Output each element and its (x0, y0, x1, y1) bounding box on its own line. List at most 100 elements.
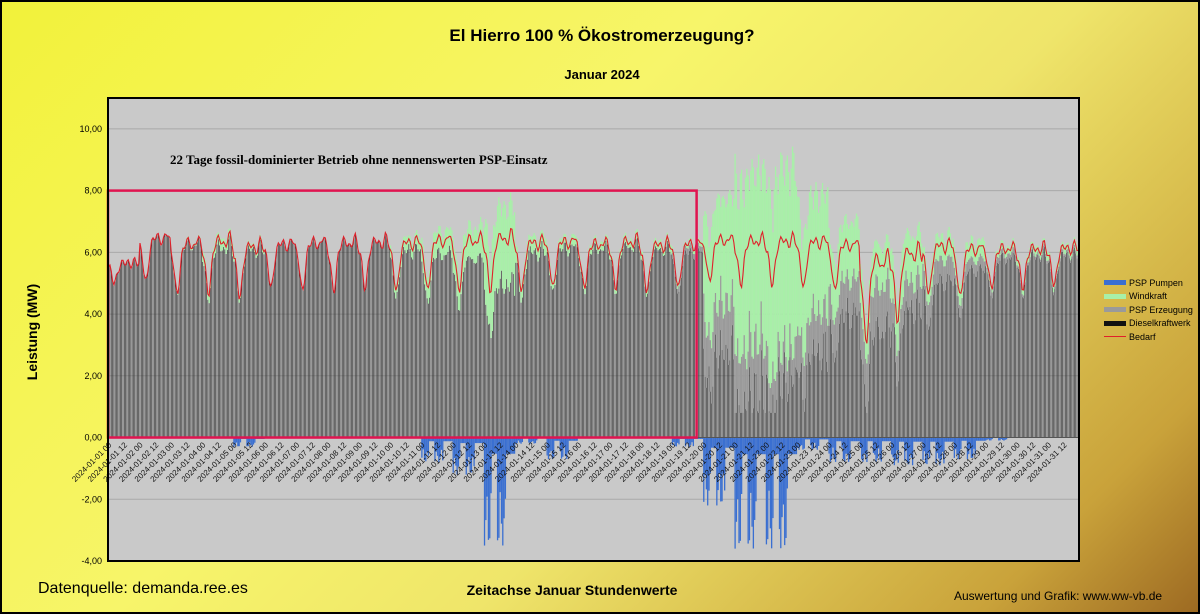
diesel-bar (1011, 257, 1012, 437)
diesel-bar (647, 294, 648, 438)
diesel-bar (822, 359, 823, 438)
diesel-bar (115, 280, 116, 438)
diesel-bar (679, 292, 680, 438)
diesel-bar (872, 340, 873, 438)
psp-erzeugung-bar (1074, 245, 1075, 248)
diesel-bar (621, 255, 622, 437)
diesel-bar (929, 326, 930, 437)
diesel-bar (551, 286, 552, 437)
diesel-bar (380, 242, 381, 437)
psp-pumpen-bar (887, 438, 888, 442)
diesel-bar (733, 359, 734, 437)
diesel-bar (970, 269, 971, 438)
diesel-bar (274, 268, 275, 437)
diesel-bar (868, 401, 869, 437)
psp-pumpen-bar (787, 438, 788, 489)
psp-erzeugung-bar (971, 256, 972, 265)
diesel-bar (963, 292, 964, 438)
windkraft-bar (506, 219, 507, 279)
diesel-bar (176, 291, 177, 438)
diesel-bar (539, 258, 540, 438)
psp-erzeugung-bar (784, 325, 785, 352)
diesel-bar (159, 239, 160, 437)
diesel-bar (764, 410, 765, 438)
diesel-bar (372, 243, 373, 438)
psp-erzeugung-bar (716, 313, 717, 358)
diesel-bar (850, 329, 851, 438)
diesel-bar (795, 368, 796, 438)
psp-erzeugung-bar (823, 299, 824, 334)
diesel-bar (762, 376, 763, 438)
diesel-bar (365, 288, 366, 438)
diesel-bar (731, 336, 732, 438)
diesel-bar (577, 247, 578, 437)
psp-erzeugung-bar (844, 284, 845, 323)
psp-erzeugung-bar (986, 268, 987, 273)
windkraft-bar (531, 237, 532, 253)
diesel-bar (690, 248, 691, 437)
diesel-bar (902, 329, 903, 438)
diesel-bar (509, 292, 510, 438)
psp-erzeugung-bar (841, 271, 842, 309)
diesel-bar (989, 287, 990, 437)
psp-erzeugung-bar (865, 359, 866, 407)
diesel-bar (268, 268, 269, 438)
windkraft-bar (748, 175, 749, 351)
diesel-bar (750, 391, 751, 438)
diesel-bar (392, 259, 393, 437)
psp-erzeugung-bar (821, 325, 822, 370)
diesel-bar (290, 239, 291, 437)
windkraft-bar (490, 261, 491, 338)
psp-erzeugung-bar (928, 305, 929, 330)
psp-erzeugung-bar (913, 293, 914, 323)
diesel-bar (526, 269, 527, 438)
psp-erzeugung-bar (853, 269, 854, 303)
diesel-bar (504, 294, 505, 438)
psp-erzeugung-bar (720, 276, 721, 330)
diesel-bar (637, 238, 638, 437)
psp-pumpen-bar (814, 438, 815, 443)
windkraft-bar (484, 227, 485, 289)
windkraft-bar (813, 210, 814, 294)
y-tick-label: 0,00 (84, 433, 102, 443)
diesel-bar (586, 286, 587, 438)
psp-erzeugung-bar (814, 314, 815, 356)
diesel-bar (399, 277, 400, 437)
diesel-bar (140, 243, 141, 437)
windkraft-bar (811, 197, 812, 308)
diesel-bar (887, 312, 888, 438)
psp-pumpen-bar (237, 438, 238, 447)
diesel-bar (320, 242, 321, 437)
diesel-bar (775, 413, 776, 438)
windkraft-bar (891, 248, 892, 302)
diesel-bar (784, 352, 785, 437)
diesel-bar (414, 252, 415, 438)
diesel-bar (240, 298, 241, 438)
diesel-bar (428, 304, 429, 438)
diesel-bar (335, 281, 336, 438)
diesel-bar (548, 261, 549, 438)
diesel-bar (166, 235, 167, 438)
windkraft-bar (513, 215, 514, 274)
psp-erzeugung-bar (898, 351, 899, 382)
windkraft-bar (778, 194, 779, 332)
psp-erzeugung-bar (911, 272, 912, 300)
diesel-bar (675, 277, 676, 438)
diesel-bar (206, 283, 207, 437)
psp-erzeugung-bar (950, 257, 951, 280)
diesel-bar (998, 264, 999, 438)
windkraft-bar (792, 147, 793, 360)
diesel-bar (1056, 278, 1057, 437)
diesel-bar (171, 254, 172, 437)
diesel-bar (469, 256, 470, 438)
diesel-bar (673, 264, 674, 437)
psp-pumpen-bar (899, 438, 900, 442)
diesel-bar (185, 247, 186, 437)
legend-label: Dieselkraftwerk (1129, 318, 1191, 328)
diesel-bar (1031, 252, 1032, 437)
psp-erzeugung-bar (753, 359, 754, 409)
diesel-bar (256, 258, 257, 438)
psp-erzeugung-bar (1009, 253, 1010, 258)
psp-erzeugung-bar (766, 341, 767, 375)
windkraft-bar (796, 187, 797, 336)
